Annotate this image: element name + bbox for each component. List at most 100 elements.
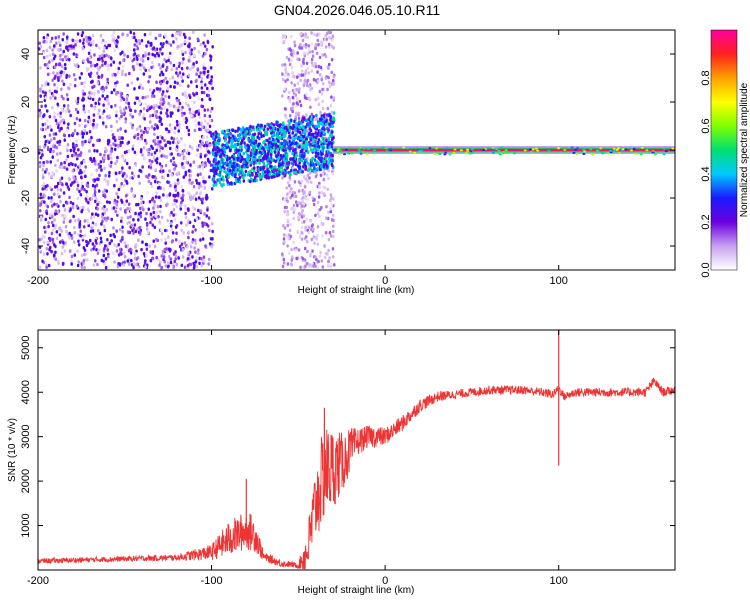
spectrogram-cell — [298, 166, 301, 170]
spectrogram-cell — [153, 203, 156, 207]
spectrogram-cell — [280, 141, 283, 146]
spectrogram-cell — [138, 85, 141, 90]
spectrogram-cell — [171, 202, 175, 206]
spectrogram-cell — [63, 138, 66, 142]
snr-x-tick-label: 0 — [382, 575, 388, 587]
spectrogram-cell — [122, 263, 125, 267]
spectrogram-cell — [78, 39, 82, 43]
spectrogram-cell — [169, 159, 173, 163]
spectrogram-cell — [285, 166, 289, 170]
spectrogram-cell — [152, 210, 155, 215]
spectrogram-cell — [124, 120, 127, 124]
spectrogram-cell — [53, 76, 56, 80]
spectrogram-cell — [55, 230, 59, 234]
spectrogram-cell — [255, 178, 258, 183]
spectrogram-cell — [325, 205, 328, 209]
spectrogram-cell — [199, 155, 202, 159]
spectrogram-cell — [208, 114, 212, 118]
spectrogram-cell — [97, 228, 100, 233]
spectrogram-cell — [303, 75, 307, 80]
spectrogram-cell — [101, 206, 104, 211]
spectrogram-cell — [184, 211, 187, 216]
spectrogram-cell — [85, 194, 89, 199]
spectrogram-cell — [121, 174, 125, 178]
spectrogram-cell — [65, 128, 69, 133]
spectrogram-cell — [185, 125, 189, 130]
spectrogram-cell — [65, 75, 68, 79]
spectrogram-cell — [191, 146, 194, 150]
spectrogram-cell — [316, 212, 320, 216]
spectrogram-cell — [180, 75, 183, 79]
spectrogram-cell — [88, 149, 91, 153]
spectrogram-cell — [324, 153, 328, 158]
spectrogram-cell — [196, 145, 199, 149]
spectrogram-cell — [64, 66, 67, 71]
spectrogram-cell — [208, 160, 211, 164]
spectrogram-cell — [175, 136, 179, 141]
spectrogram-cell — [169, 103, 172, 108]
spectrogram-cell — [205, 47, 209, 52]
spectrogram-cell — [275, 172, 279, 176]
spectrogram-cell — [111, 38, 115, 42]
spectrogram-cell — [322, 114, 326, 118]
spectrogram-cell — [298, 189, 301, 193]
spectrogram-cell — [47, 224, 50, 229]
spectrogram-cell — [158, 119, 161, 123]
spectrogram-cell — [301, 119, 305, 124]
spectrogram-cell — [304, 72, 307, 76]
spectrogram-cell — [295, 151, 298, 155]
spectrogram-cell — [147, 207, 150, 211]
spectrogram-cell — [246, 148, 249, 152]
spectrogram-cell — [155, 148, 158, 153]
spectrogram-cell — [453, 148, 457, 151]
spectrogram-cell — [254, 175, 257, 179]
spectrogram-cell — [185, 118, 189, 123]
spectrogram-cell — [228, 132, 231, 136]
spectrogram-cell — [91, 79, 94, 84]
spectrogram-cell — [313, 166, 316, 171]
spectrogram-cell — [291, 151, 294, 156]
spectrogram-cell — [84, 139, 87, 144]
spectrogram-cell — [563, 146, 567, 149]
spectrogram-cell — [151, 175, 154, 179]
spectrogram-cell — [201, 232, 204, 236]
spectrogram-cell — [282, 134, 286, 139]
spectrogram-cell — [188, 47, 191, 52]
spectrogram-cell — [119, 207, 122, 211]
spectrogram-cell — [152, 89, 156, 93]
spectrogram-cell — [107, 156, 110, 161]
spectrogram-cell — [90, 197, 93, 201]
spectrogram-cell — [102, 103, 105, 107]
spectrogram-cell — [311, 49, 314, 54]
spectrogram-cell — [257, 167, 260, 172]
spectrogram-cell — [287, 57, 291, 62]
spectrogram-cell — [75, 116, 79, 121]
spectrogram-cell — [291, 71, 294, 75]
spectrogram-cell — [192, 160, 196, 164]
snr-x-tick-label: -100 — [201, 575, 223, 587]
spectrogram-cell — [41, 123, 45, 127]
spectrogram-cell — [221, 130, 224, 134]
spectrogram-cell — [88, 138, 91, 142]
spectrogram-cell — [299, 265, 302, 270]
spectrogram-cell — [78, 118, 82, 122]
spectrogram-cell — [132, 48, 136, 52]
spectrogram-cell — [134, 163, 137, 167]
spectrogram-cell — [149, 120, 152, 124]
spectrogram-cell — [161, 136, 164, 140]
spectrogram-cell — [44, 96, 48, 100]
spectrogram-cell — [338, 153, 342, 156]
spectrogram-cell — [185, 95, 188, 99]
spectrogram-cell — [280, 133, 284, 137]
spectrogram-cell — [159, 82, 163, 86]
spectrogram-cell — [133, 150, 137, 155]
spectrogram-cell — [640, 146, 644, 149]
spectrogram-cell — [47, 82, 50, 86]
spectrogram-cell — [176, 148, 179, 153]
spectrogram-cell — [303, 258, 307, 262]
spectrogram-cell — [308, 171, 312, 175]
spectrogram-cell — [43, 194, 46, 198]
spectrogram-cell — [59, 111, 62, 115]
spectrogram-cell — [300, 237, 304, 241]
